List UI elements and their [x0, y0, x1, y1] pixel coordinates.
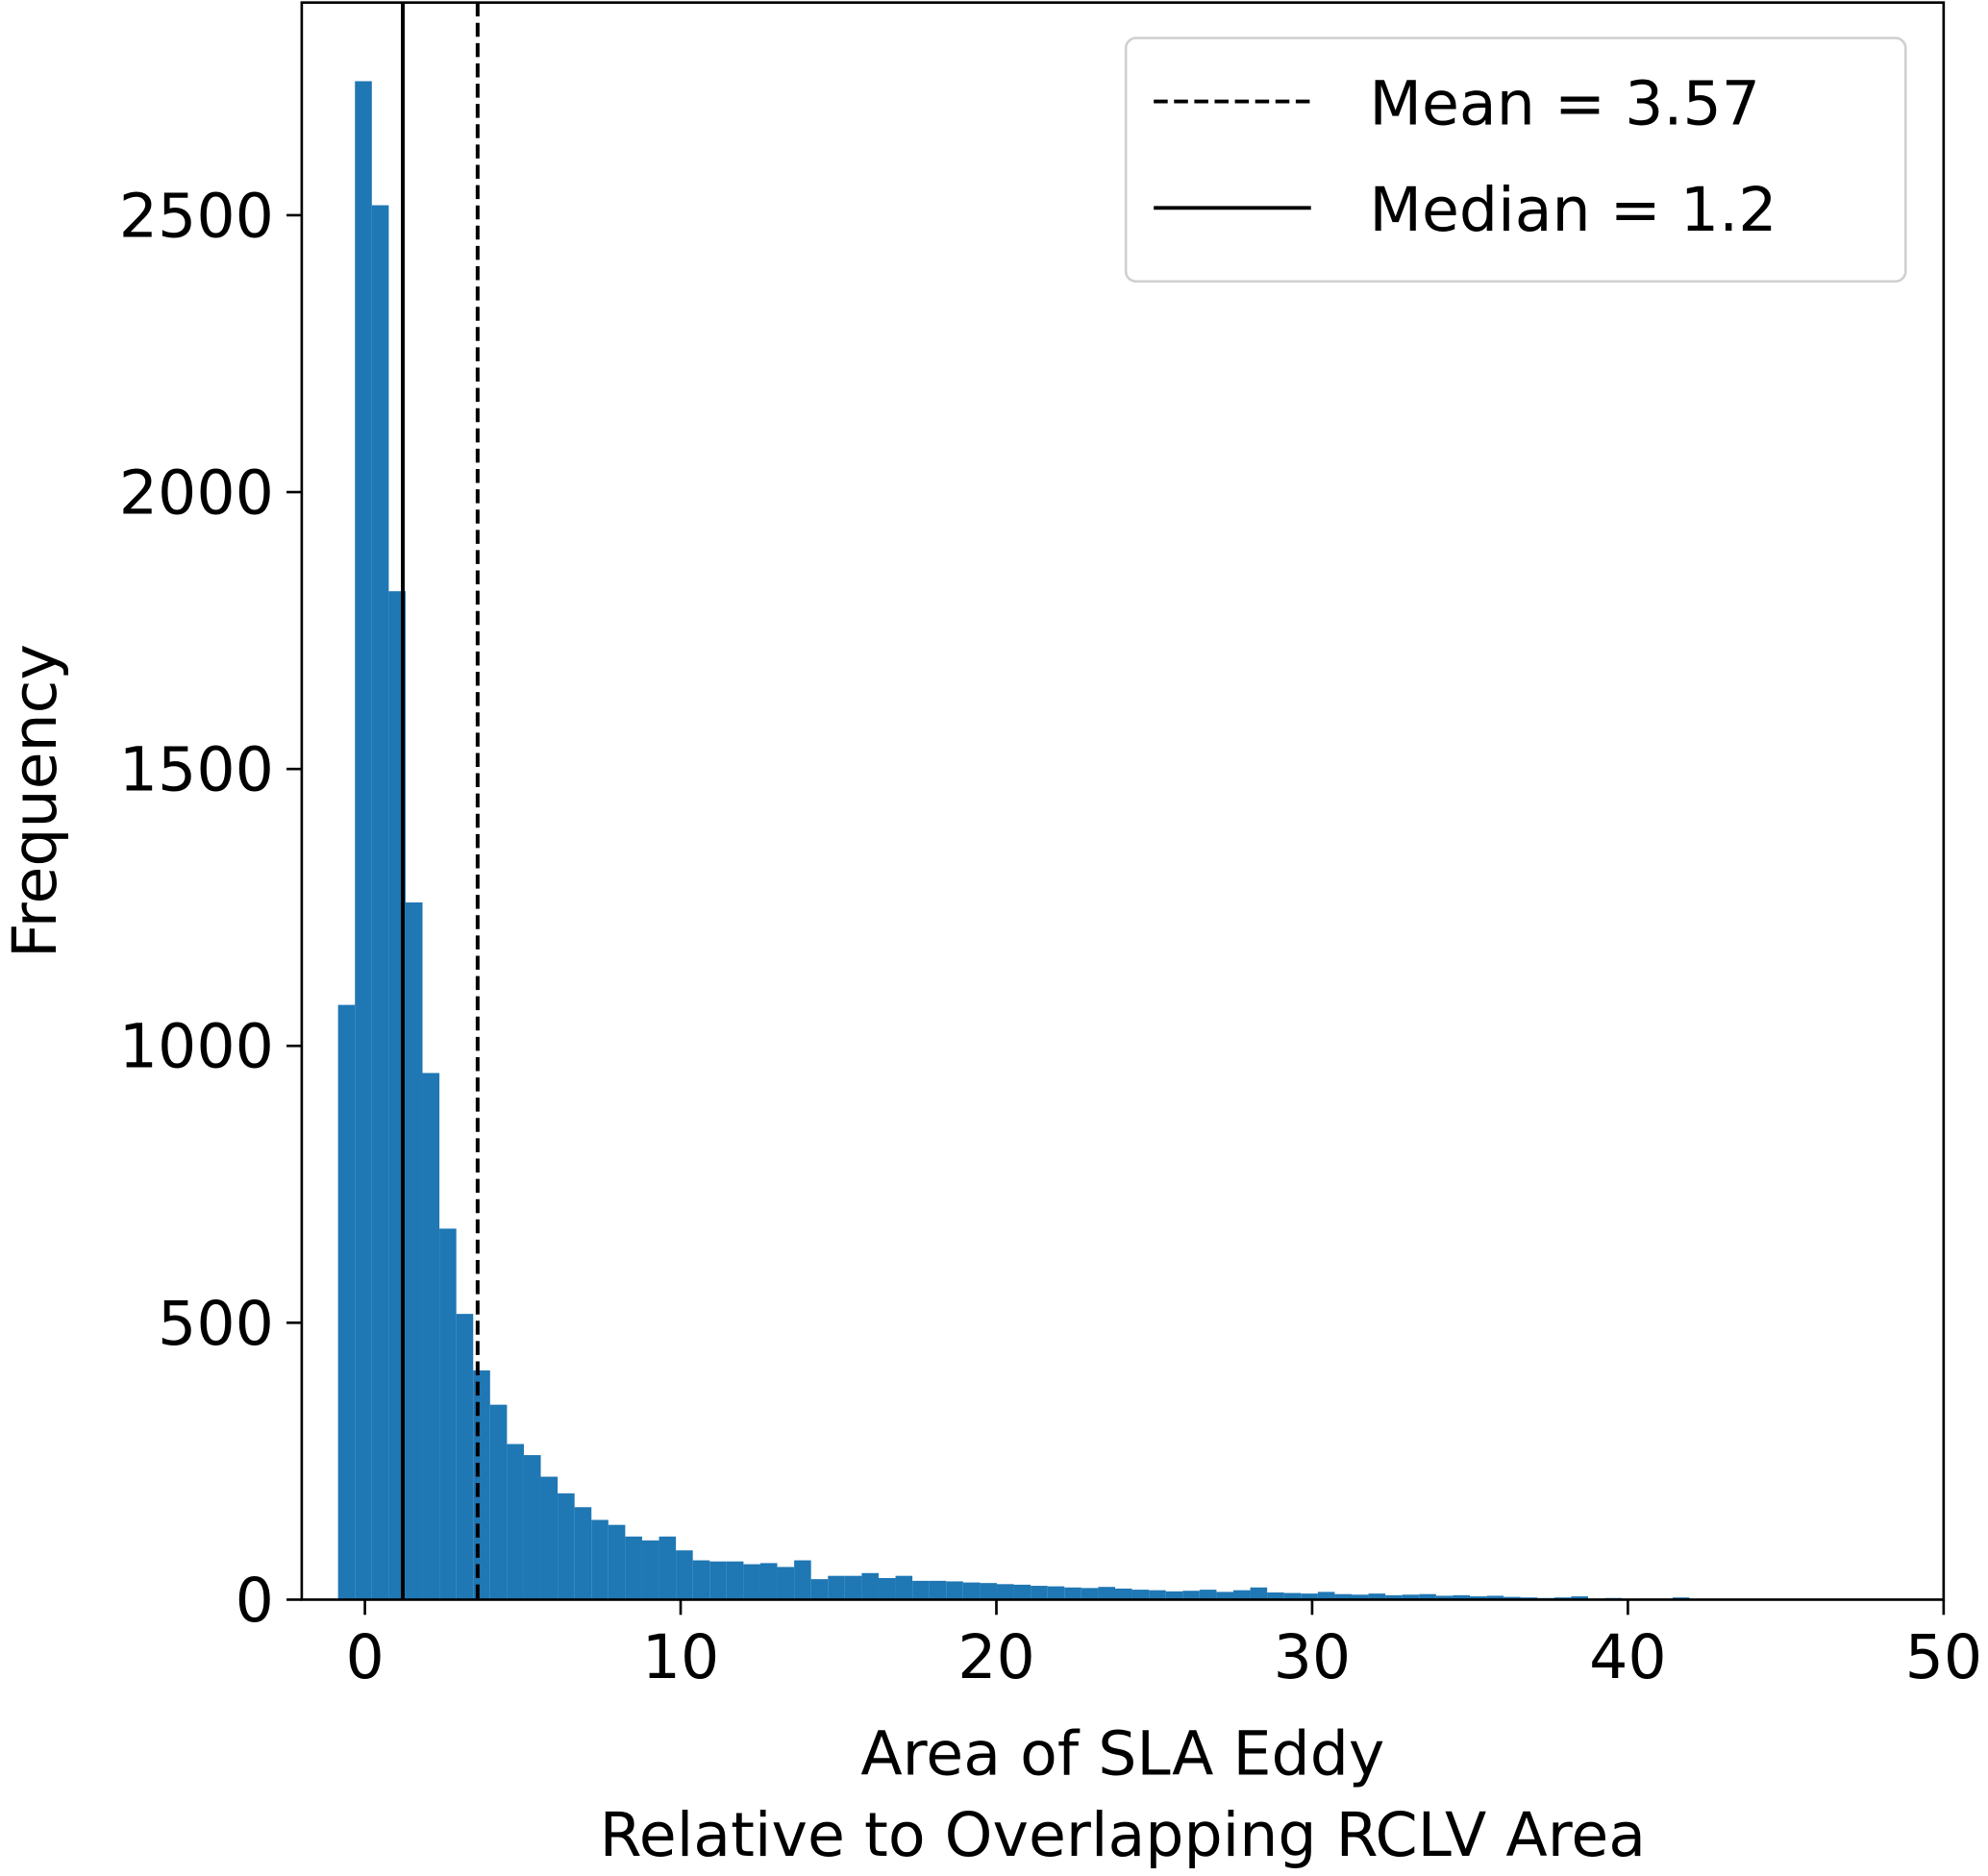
bar — [1503, 1596, 1521, 1600]
bar — [1571, 1595, 1589, 1600]
bar — [608, 1524, 626, 1600]
legend-box — [1124, 37, 1907, 284]
bar — [726, 1561, 744, 1600]
bar — [861, 1572, 879, 1600]
bar — [1114, 1588, 1132, 1600]
y-tick-label: 1000 — [119, 1011, 274, 1082]
y-tick-label: 2500 — [119, 180, 274, 251]
x-tick-label: 0 — [345, 1621, 384, 1692]
bar — [1283, 1592, 1302, 1600]
bar — [1047, 1586, 1065, 1600]
bar — [1232, 1590, 1251, 1600]
bar — [489, 1404, 508, 1600]
y-tick-label: 2000 — [119, 457, 274, 528]
bar — [1317, 1592, 1335, 1600]
bar — [709, 1561, 727, 1600]
bar — [1199, 1590, 1217, 1600]
bar — [1149, 1590, 1166, 1600]
bar — [355, 81, 372, 1600]
x-axis-label: Area of SLA Eddy — [860, 1717, 1384, 1789]
bar — [1419, 1593, 1436, 1600]
bar — [676, 1550, 693, 1600]
bar — [996, 1584, 1014, 1600]
bar — [1098, 1587, 1115, 1600]
bar — [1013, 1584, 1031, 1600]
bar — [794, 1560, 811, 1600]
x-tick-label: 30 — [1274, 1621, 1352, 1692]
bar — [1334, 1593, 1352, 1600]
bar — [743, 1564, 760, 1600]
bar — [980, 1583, 997, 1600]
bar — [929, 1580, 947, 1600]
bar — [1031, 1586, 1048, 1600]
bar — [1081, 1588, 1099, 1600]
bar — [962, 1582, 981, 1600]
bar — [1486, 1595, 1504, 1600]
bar — [1267, 1592, 1284, 1600]
bar — [1453, 1594, 1470, 1600]
bar — [946, 1581, 963, 1600]
bar — [574, 1507, 592, 1600]
y-tick-label: 1500 — [119, 734, 274, 805]
bar — [1368, 1593, 1386, 1600]
axes-frame — [300, 1, 1946, 1601]
bar — [625, 1536, 642, 1600]
bar — [777, 1567, 795, 1600]
bar — [759, 1563, 778, 1600]
bar — [337, 1004, 356, 1600]
x-axis-label: Relative to Overlapping RCLV Area — [600, 1799, 1646, 1870]
bar — [439, 1228, 457, 1600]
bar — [844, 1575, 862, 1600]
bar — [1165, 1591, 1183, 1600]
bar — [692, 1560, 710, 1600]
bar — [1216, 1592, 1233, 1600]
bar — [878, 1577, 896, 1600]
x-tick-label: 40 — [1589, 1621, 1667, 1692]
bar — [507, 1444, 524, 1600]
x-tick-label: 20 — [957, 1621, 1035, 1692]
bar — [422, 1073, 440, 1600]
bar — [1435, 1595, 1454, 1600]
bar — [558, 1493, 575, 1600]
bar — [591, 1519, 609, 1600]
legend-label: Median = 1.2 — [1369, 174, 1777, 245]
bar — [1064, 1587, 1081, 1600]
bar — [456, 1314, 474, 1600]
bar — [540, 1476, 559, 1600]
bar — [1351, 1594, 1369, 1600]
bar — [1469, 1595, 1487, 1600]
bar — [641, 1540, 659, 1600]
x-tick-label: 50 — [1905, 1621, 1983, 1692]
bar — [912, 1580, 930, 1600]
bar — [405, 902, 423, 1600]
legend-label: Mean = 3.57 — [1369, 67, 1760, 138]
bar — [523, 1455, 541, 1600]
bar — [1182, 1591, 1200, 1600]
y-tick-label: 0 — [236, 1565, 274, 1636]
bar — [1131, 1590, 1150, 1600]
bar — [371, 205, 389, 1600]
x-tick-label: 10 — [642, 1621, 720, 1692]
bar — [1385, 1594, 1403, 1600]
bar — [895, 1575, 913, 1600]
y-axis-label: Frequency — [0, 644, 70, 958]
bar — [810, 1579, 829, 1600]
bar — [659, 1536, 677, 1600]
y-tick-label: 500 — [158, 1288, 274, 1359]
bar — [1301, 1593, 1318, 1600]
bar — [828, 1575, 845, 1600]
bar — [1402, 1594, 1420, 1600]
bar — [1250, 1587, 1268, 1600]
